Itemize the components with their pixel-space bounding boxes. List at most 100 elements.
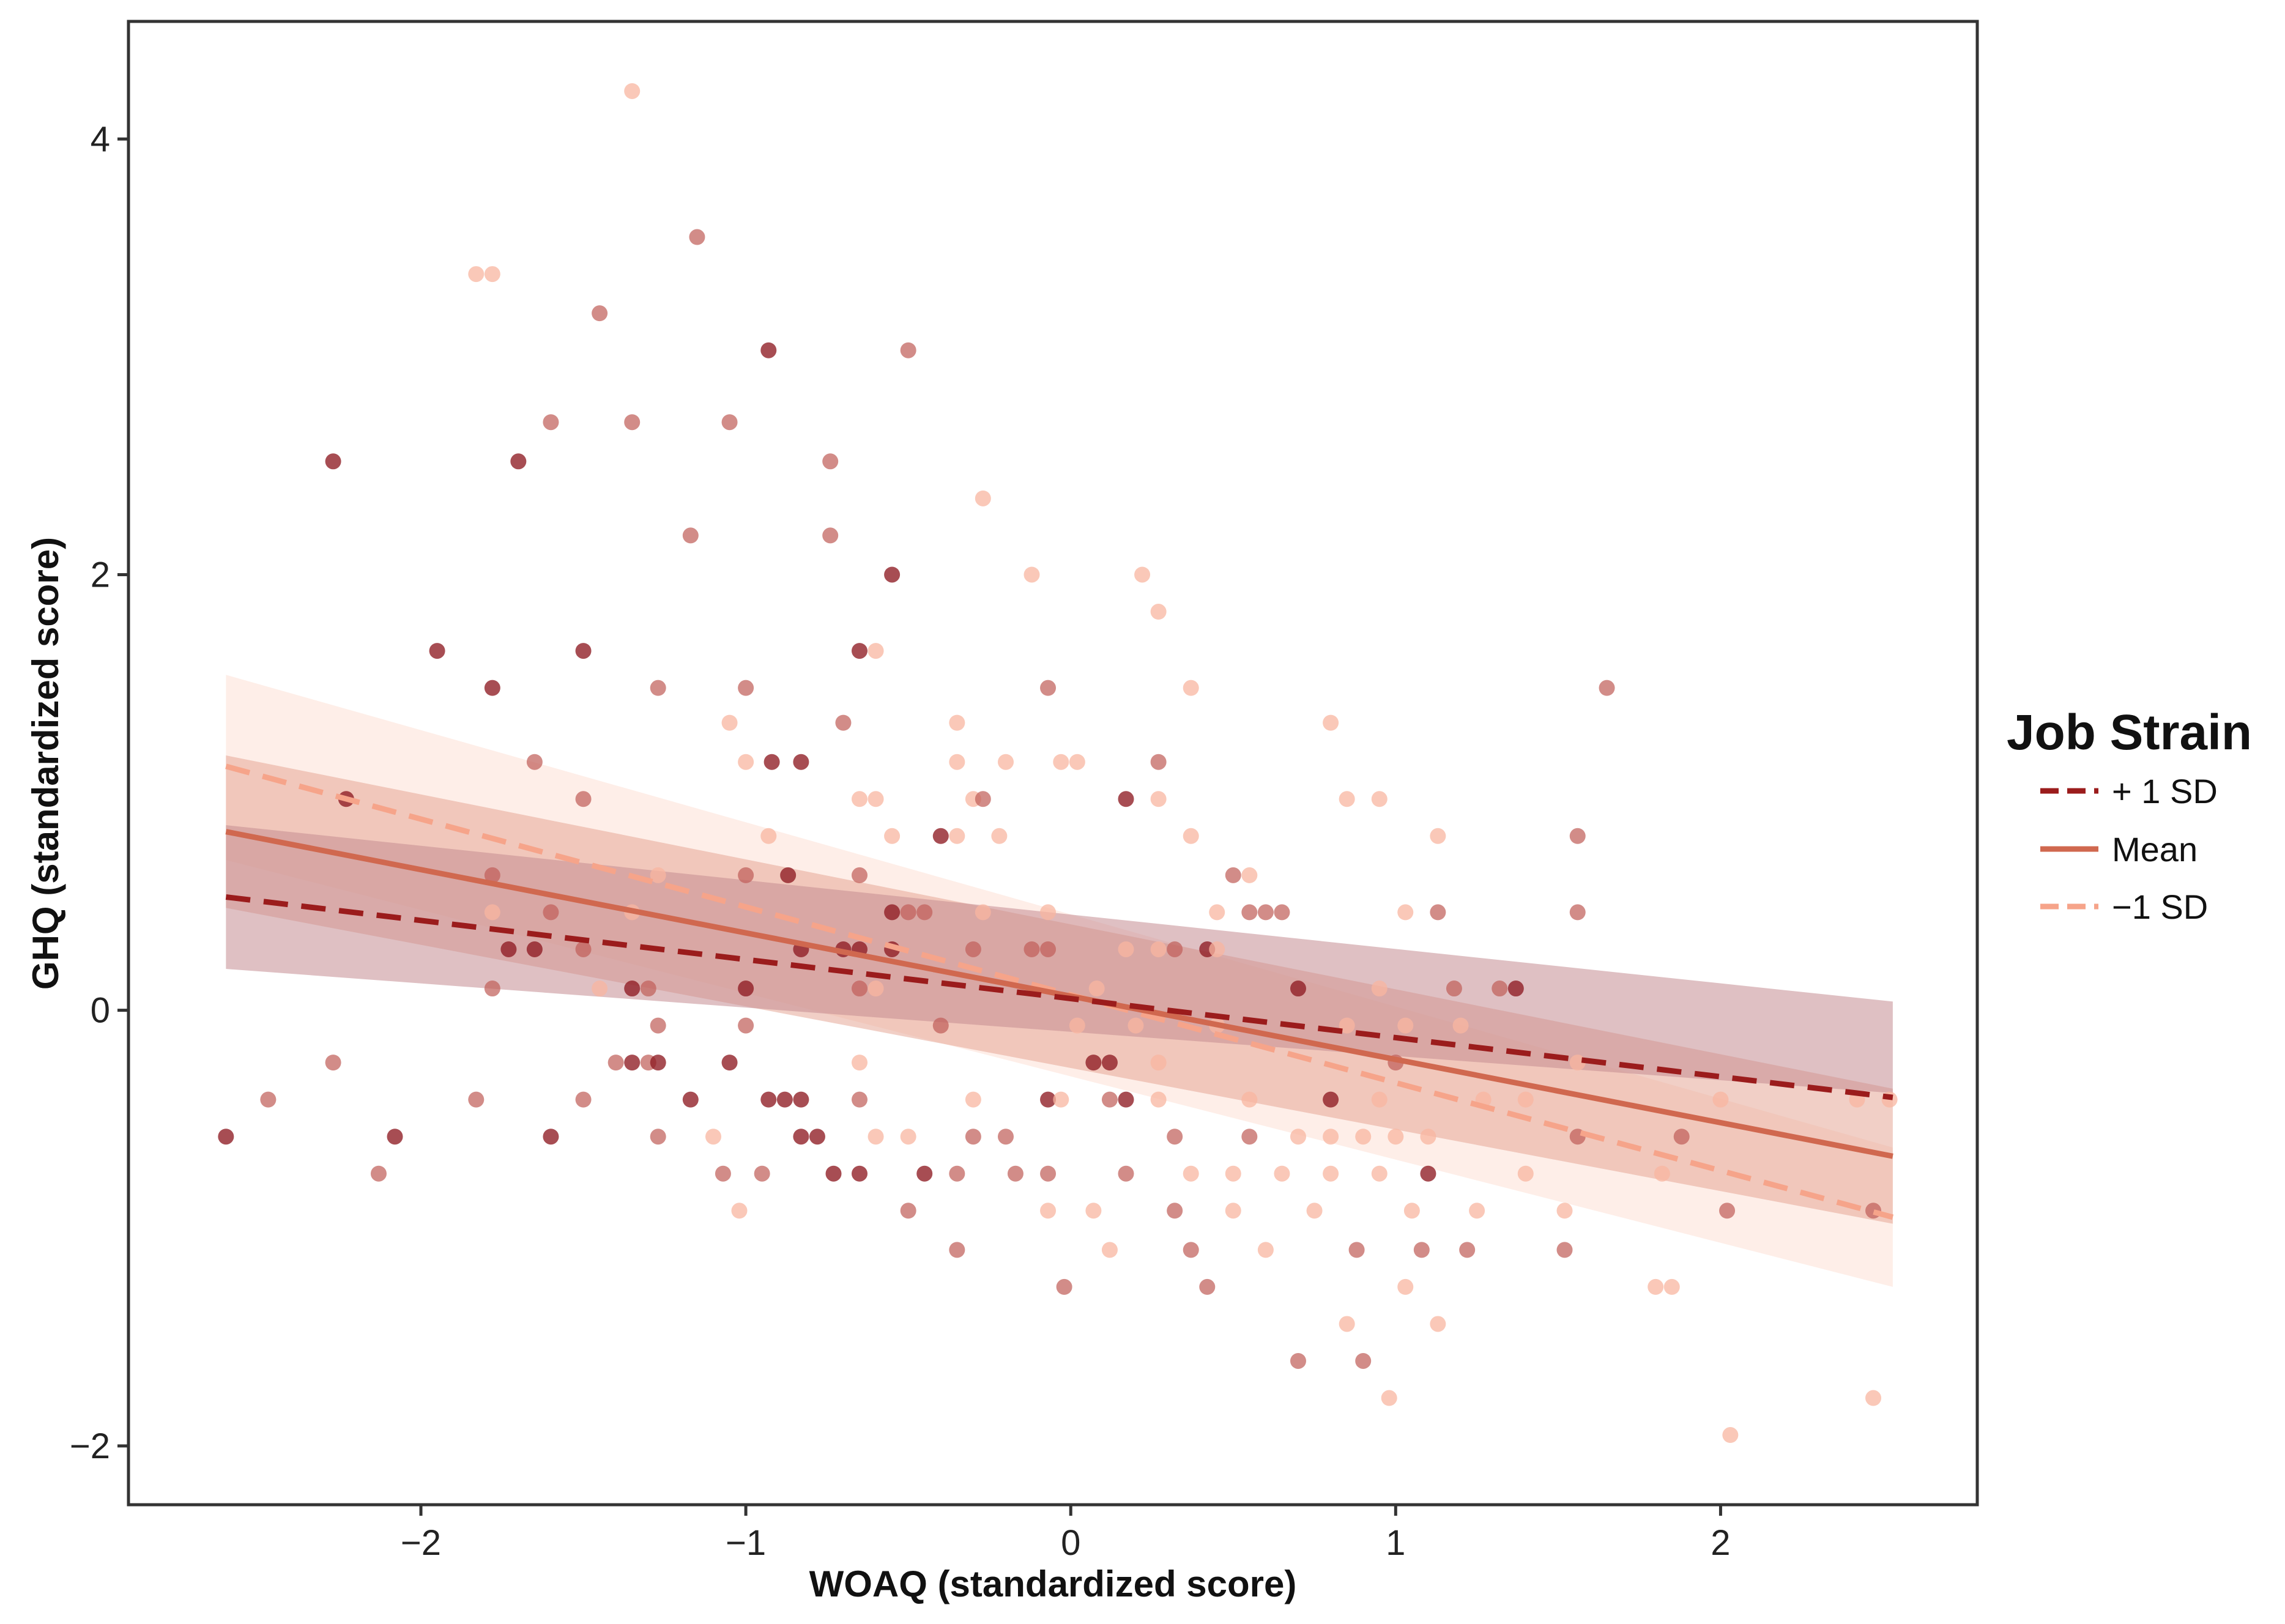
data-point	[1040, 904, 1057, 921]
data-point	[1209, 904, 1225, 921]
data-point	[1199, 1278, 1216, 1295]
data-point	[543, 414, 559, 431]
data-point	[218, 1129, 234, 1145]
data-point	[780, 867, 797, 883]
data-point	[1348, 1242, 1365, 1258]
data-point	[526, 941, 543, 957]
data-point	[868, 1129, 884, 1145]
data-point	[721, 1055, 738, 1071]
data-point	[1452, 1017, 1469, 1034]
data-point	[1355, 1352, 1372, 1369]
data-point	[592, 305, 608, 322]
data-point	[1371, 1165, 1388, 1182]
data-point	[1446, 981, 1462, 997]
data-point	[1517, 1091, 1534, 1108]
data-point	[1403, 1203, 1420, 1219]
data-point	[809, 1129, 825, 1145]
data-point	[1101, 1242, 1118, 1258]
data-point	[1663, 1278, 1680, 1295]
x-axis: −2 −1 0 1 2	[401, 1505, 1731, 1563]
data-point	[1118, 941, 1134, 957]
data-point	[1290, 1352, 1306, 1369]
x-axis-title: WOAQ (standardized score)	[809, 1563, 1297, 1604]
data-point	[575, 791, 592, 807]
data-point	[965, 1129, 981, 1145]
data-point	[965, 1091, 981, 1108]
data-point	[868, 791, 884, 807]
data-point	[1556, 1242, 1573, 1258]
data-point	[1355, 1129, 1372, 1145]
data-point	[851, 1055, 868, 1071]
data-point	[738, 1017, 754, 1034]
data-point	[949, 754, 965, 770]
data-point	[689, 229, 705, 245]
data-point	[1167, 1203, 1183, 1219]
data-point	[851, 1091, 868, 1108]
data-point	[721, 714, 738, 731]
data-point	[1040, 680, 1057, 696]
data-point	[468, 266, 485, 283]
data-point	[1053, 1091, 1069, 1108]
x-tick-label: 2	[1711, 1523, 1730, 1563]
data-point	[1101, 1055, 1118, 1071]
data-point	[484, 867, 500, 883]
data-point	[1056, 1278, 1072, 1295]
data-point	[1430, 904, 1446, 921]
data-point	[900, 904, 916, 921]
data-point	[1290, 1129, 1306, 1145]
data-point	[624, 981, 641, 997]
data-point	[1420, 1165, 1436, 1182]
data-point	[1381, 1390, 1397, 1406]
data-point	[1040, 941, 1057, 957]
data-point	[1469, 1203, 1485, 1219]
data-point	[731, 1203, 748, 1219]
data-point	[1865, 1390, 1882, 1406]
data-point	[624, 414, 641, 431]
data-point	[1257, 1242, 1274, 1258]
data-point	[484, 981, 500, 997]
data-point	[1719, 1203, 1736, 1219]
data-point	[1040, 1165, 1057, 1182]
data-point	[916, 904, 933, 921]
data-point	[1339, 1316, 1355, 1332]
data-point	[1150, 941, 1167, 957]
data-point	[1241, 1091, 1258, 1108]
y-tick-label: −2	[70, 1426, 110, 1466]
x-tick-label: −1	[726, 1523, 766, 1563]
data-point	[851, 1165, 868, 1182]
data-point	[851, 867, 868, 883]
data-point	[484, 266, 500, 283]
data-point	[1459, 1242, 1476, 1258]
data-point	[650, 1017, 666, 1034]
data-point	[975, 791, 991, 807]
data-point	[1040, 1091, 1057, 1108]
data-point	[949, 1242, 965, 1258]
legend-title: Job Strain	[2007, 705, 2252, 760]
data-point	[650, 1055, 666, 1071]
data-point	[1722, 1427, 1739, 1444]
legend-label-mean: Mean	[2112, 830, 2198, 869]
data-point	[650, 1129, 666, 1145]
x-tick-label: −2	[401, 1523, 441, 1563]
y-tick-label: 2	[91, 555, 110, 595]
data-point	[325, 1055, 341, 1071]
data-point	[1397, 1017, 1414, 1034]
y-tick-label: 0	[91, 991, 110, 1031]
data-point	[1007, 1165, 1024, 1182]
data-point	[760, 342, 777, 358]
data-point	[1569, 828, 1586, 844]
data-point	[868, 981, 884, 997]
data-point	[721, 414, 738, 431]
data-point	[1183, 680, 1199, 696]
data-point	[851, 981, 868, 997]
data-point	[387, 1129, 403, 1145]
data-point	[705, 1129, 721, 1145]
data-point	[1241, 1129, 1258, 1145]
y-axis-title: GHQ (standardized score)	[25, 537, 66, 990]
data-point	[738, 680, 754, 696]
data-point	[1420, 1129, 1436, 1145]
data-point	[484, 904, 500, 921]
data-point	[1290, 981, 1306, 997]
data-point	[1648, 1278, 1664, 1295]
data-point	[900, 1203, 916, 1219]
